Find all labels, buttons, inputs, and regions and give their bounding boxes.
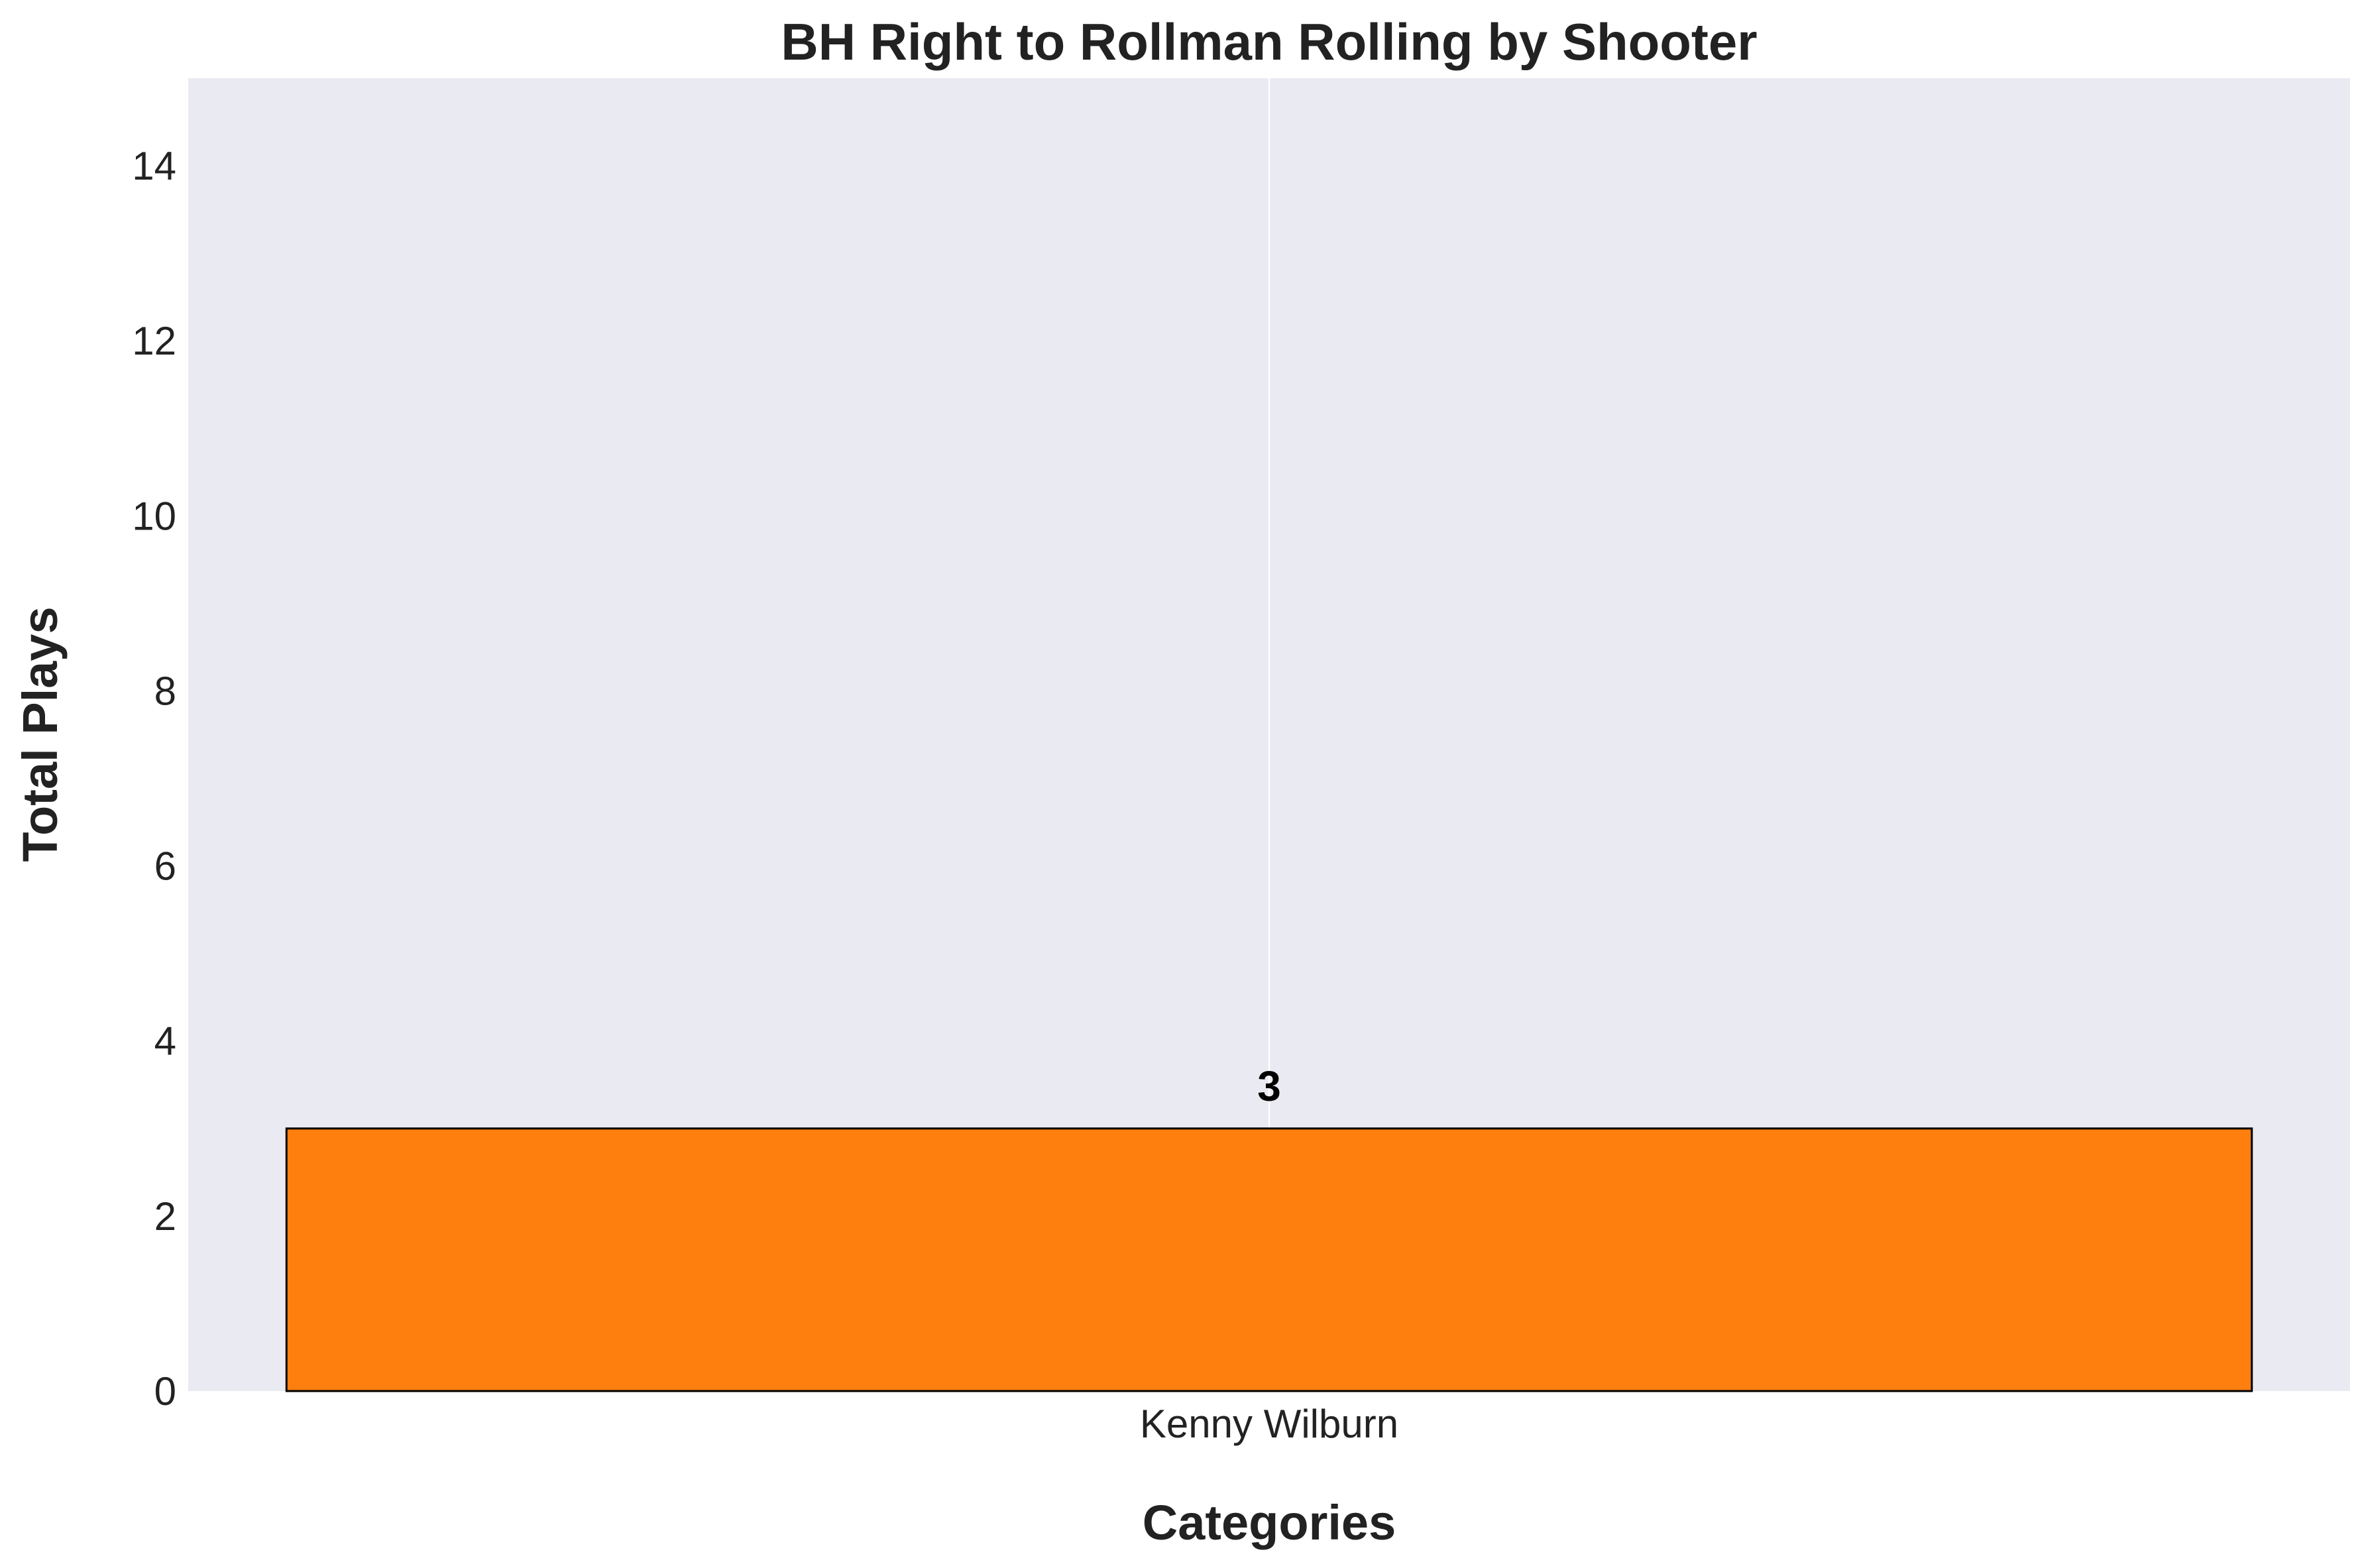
x-axis-ticks: Kenny Wilburn	[1140, 1402, 1398, 1446]
x-axis-label: Categories	[1143, 1495, 1396, 1550]
y-axis-ticks: 0 2 4 6 8 10 12 14	[132, 144, 176, 1414]
y-tick-label: 2	[154, 1194, 176, 1239]
chart-title: BH Right to Rollman Rolling by Shooter	[781, 13, 1757, 71]
y-tick-label: 10	[132, 494, 176, 538]
y-tick-label: 12	[132, 319, 176, 363]
y-tick-label: 4	[154, 1019, 176, 1064]
x-tick-label: Kenny Wilburn	[1140, 1402, 1398, 1446]
y-axis-label: Total Plays	[13, 606, 68, 862]
y-tick-label: 0	[154, 1369, 176, 1414]
y-tick-label: 14	[132, 144, 176, 188]
bars	[285, 1127, 2253, 1392]
y-tick-label: 8	[154, 669, 176, 713]
bar	[285, 1127, 2253, 1392]
bar-value-label: 3	[1257, 1062, 1281, 1110]
data-labels: 3	[1257, 1062, 1281, 1110]
y-tick-label: 6	[154, 844, 176, 889]
